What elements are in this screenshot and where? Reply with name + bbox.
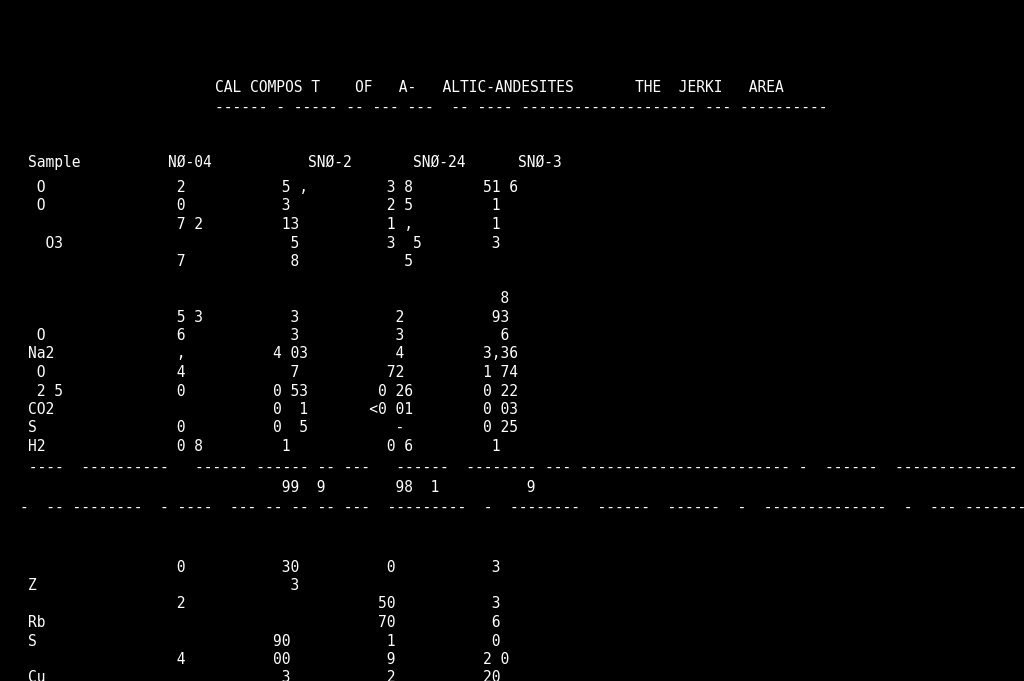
Text: S                0          0  5          -         0 25: S 0 0 5 - 0 25 [28,420,518,436]
Text: CAL COMPOS T    OF   A-   ALTIC-ANDESITES       THE  JERKI   AREA: CAL COMPOS T OF A- ALTIC-ANDESITES THE J… [215,80,783,95]
Text: 7 2         13          1 ,         1: 7 2 13 1 , 1 [28,217,501,232]
Text: S                           90           1           0: S 90 1 0 [28,633,501,648]
Text: 2 5             0          0 53        0 26        0 22: 2 5 0 0 53 0 26 0 22 [28,383,518,398]
Text: 2                      50           3: 2 50 3 [28,597,501,612]
Text: CO2                         0  1       <0 01        0 03: CO2 0 1 <0 01 0 03 [28,402,518,417]
Text: 8: 8 [28,291,509,306]
Text: Na2              ,          4 03          4         3,36: Na2 , 4 03 4 3,36 [28,347,518,362]
Text: 5 3          3           2          93: 5 3 3 2 93 [28,309,509,325]
Text: Rb                                      70           6: Rb 70 6 [28,615,501,630]
Text: 99  9        98  1          9: 99 9 98 1 9 [28,479,536,494]
Text: 4          00           9          2 0: 4 00 9 2 0 [28,652,509,667]
Text: 0           30          0           3: 0 30 0 3 [28,560,501,575]
Text: Z                             3: Z 3 [28,578,299,593]
Text: O               2           5 ,         3 8        51 6: O 2 5 , 3 8 51 6 [28,180,518,195]
Text: H2               0 8         1           0 6         1: H2 0 8 1 0 6 1 [28,439,501,454]
Text: Cu                           3           2          20: Cu 3 2 20 [28,671,501,681]
Text: O3                          5          3  5        3: O3 5 3 5 3 [28,236,501,251]
Text: ----  ----------   ------ ------ -- ---   ------  -------- --- -----------------: ---- ---------- ------ ------ -- --- ---… [20,460,1024,475]
Text: O               4            7          72         1 74: O 4 7 72 1 74 [28,365,518,380]
Text: 7            8            5: 7 8 5 [28,254,413,269]
Text: O               6            3           3           6: O 6 3 3 6 [28,328,509,343]
Text: O               0           3           2 5         1: O 0 3 2 5 1 [28,198,501,214]
Text: ------ - ----- -- --- ---  -- ---- -------------------- --- ----------: ------ - ----- -- --- --- -- ---- ------… [215,100,827,115]
Text: -  -- --------  - ----  --- -- -- -- ---  ---------  -  --------  ------  ------: - -- -------- - ---- --- -- -- -- --- --… [20,499,1024,515]
Text: Sample          NØ-04           SNØ-2       SNØ-24      SNØ-3: Sample NØ-04 SNØ-2 SNØ-24 SNØ-3 [28,155,562,170]
